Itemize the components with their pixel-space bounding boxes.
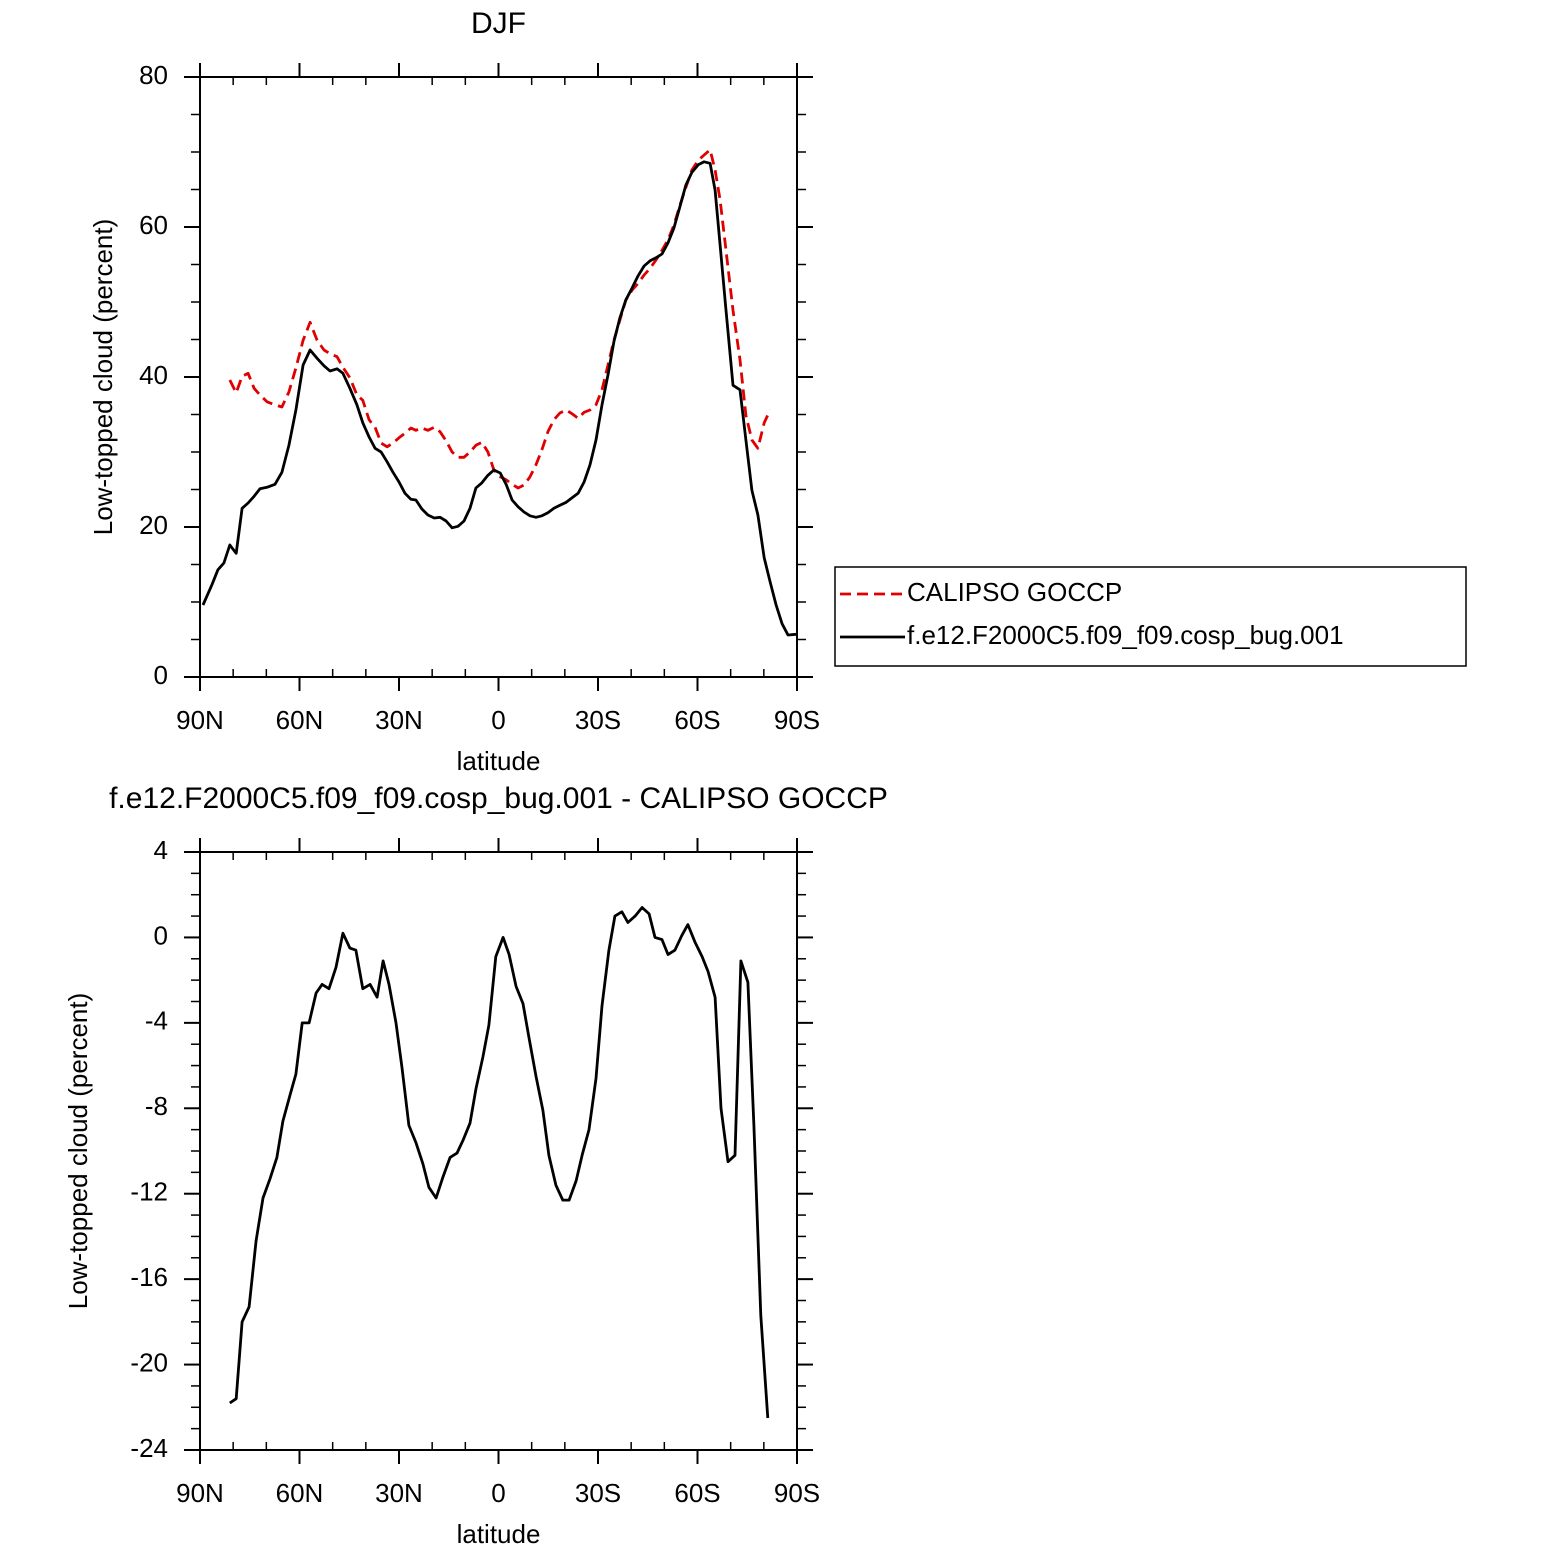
data-line	[228, 148, 772, 490]
data-line	[201, 160, 797, 637]
x-tick-label: 90S	[774, 1478, 820, 1508]
y-tick-label: -16	[130, 1262, 168, 1292]
legend-label: CALIPSO GOCCP	[907, 577, 1122, 607]
plot-frame	[199, 851, 798, 1451]
x-tick-label: 60N	[276, 1478, 324, 1508]
y-tick-label: 0	[154, 920, 168, 950]
x-tick-label: 30S	[575, 1478, 621, 1508]
y-tick-label: 20	[139, 510, 168, 540]
x-tick-label: 30N	[375, 705, 423, 735]
y-tick-label: 40	[139, 360, 168, 390]
panel: DJF latitude Low-topped cloud (percent) 90N…	[88, 7, 820, 776]
y-tick-label: -4	[145, 1006, 168, 1036]
y-tick-label: 60	[139, 210, 168, 240]
y-tick-label: -8	[145, 1091, 168, 1121]
y-axis-label: Low-topped cloud (percent)	[63, 993, 93, 1310]
x-tick-label: 30N	[375, 1478, 423, 1508]
y-tick-label: 0	[154, 660, 168, 690]
x-tick-label: 90S	[774, 705, 820, 735]
y-tick-label: 4	[154, 835, 168, 865]
x-tick-label: 60S	[674, 1478, 720, 1508]
x-tick-label: 0	[491, 705, 505, 735]
legend-box	[834, 566, 1467, 667]
chart-title: f.e12.F2000C5.f09_f09.cosp_bug.001 - CAL…	[109, 782, 888, 815]
x-tick-label: 90N	[176, 705, 224, 735]
x-tick-label: 60S	[674, 705, 720, 735]
legend-label: f.e12.F2000C5.f09_f09.cosp_bug.001	[907, 620, 1344, 650]
y-tick-label: 80	[139, 60, 168, 90]
plot-frame	[199, 76, 798, 678]
x-tick-label: 60N	[276, 705, 324, 735]
chart-title: DJF	[471, 7, 526, 40]
y-axis-label: Low-topped cloud (percent)	[88, 219, 118, 536]
x-tick-label: 0	[491, 1478, 505, 1508]
data-line	[229, 906, 770, 1419]
panel: f.e12.F2000C5.f09_f09.cosp_bug.001 - CAL…	[63, 782, 888, 1549]
y-tick-label: -24	[130, 1433, 168, 1463]
x-tick-label: 90N	[176, 1478, 224, 1508]
y-tick-label: -12	[130, 1177, 168, 1207]
x-axis-label: latitude	[457, 1519, 541, 1549]
x-tick-label: 30S	[575, 705, 621, 735]
y-tick-label: -20	[130, 1347, 168, 1377]
x-axis-label: latitude	[457, 746, 541, 776]
